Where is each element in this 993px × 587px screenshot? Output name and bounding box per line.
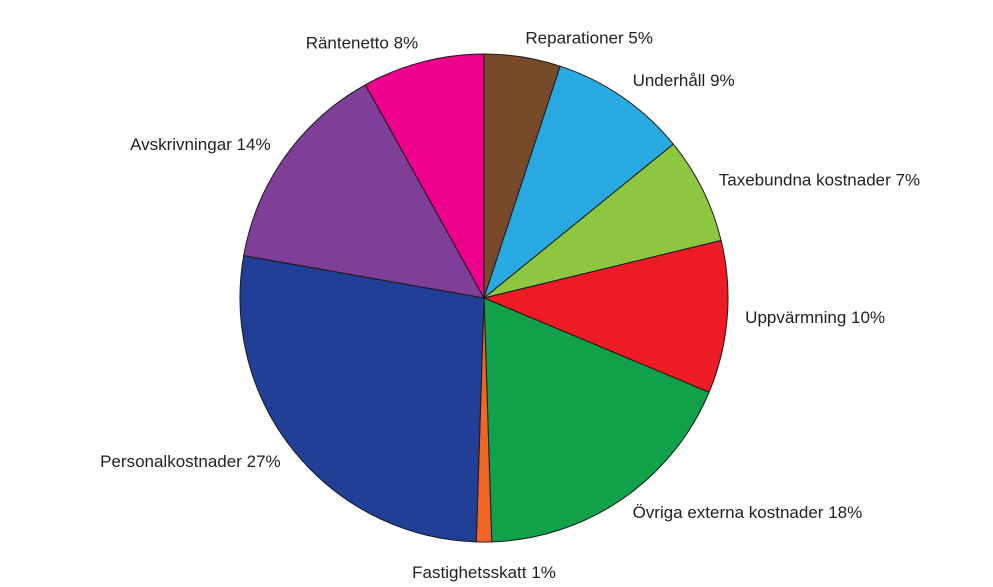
value-label: 9% [710, 72, 735, 91]
pie-slice [239, 255, 485, 543]
category-name: Uppvärmning [745, 308, 846, 327]
value-label: 14% [237, 136, 271, 155]
value-label: 8% [394, 34, 419, 53]
value-label: 5% [628, 29, 653, 48]
slice-label: Övriga externa kostnader 18% [633, 503, 863, 522]
category-name: Personalkostnader [100, 453, 242, 472]
pie-slice [482, 239, 729, 393]
slice-label: Fastighetsskatt 1% [412, 563, 556, 582]
category-name: Taxebundna kostnader [719, 171, 891, 190]
slice-label: Underhåll 9% [633, 72, 735, 91]
category-name: Reparationer [525, 29, 624, 48]
value-label: 27% [247, 453, 281, 472]
slice-label: Räntenetto 8% [306, 34, 419, 53]
pie-slice [483, 297, 710, 543]
pie-slice [364, 53, 485, 300]
value-label: 18% [828, 503, 862, 522]
slice-label: Taxebundna kostnader 7% [719, 171, 920, 190]
slice-label: Avskrivningar 14% [130, 136, 271, 155]
category-name: Underhåll [633, 72, 706, 91]
value-label: 1% [531, 563, 556, 582]
slice-label: Reparationer 5% [525, 29, 653, 48]
pie-slice [483, 143, 722, 299]
pie-slice [482, 65, 675, 300]
slice-label: Personalkostnader 27% [100, 453, 281, 472]
category-name: Avskrivningar [130, 136, 232, 155]
category-name: Fastighetsskatt [412, 563, 527, 582]
value-label: 10% [851, 308, 885, 327]
category-name: Räntenetto [306, 34, 389, 53]
pie-slice [243, 84, 485, 299]
category-name: Övriga externa kostnader [633, 503, 824, 522]
value-label: 7% [896, 171, 921, 190]
slice-label: Uppvärmning 10% [745, 308, 885, 327]
